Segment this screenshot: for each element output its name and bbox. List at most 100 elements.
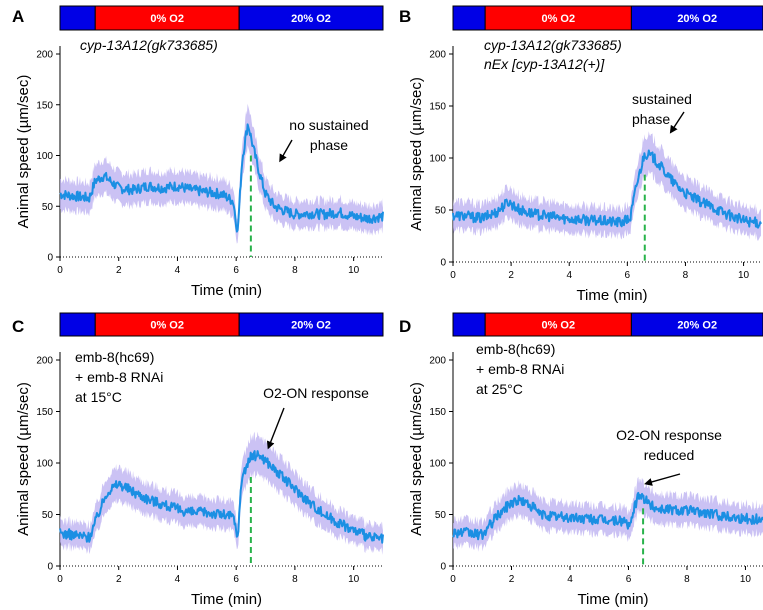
error-band xyxy=(60,431,383,555)
x-tick-label: 0 xyxy=(450,270,456,281)
y-tick-label: 100 xyxy=(429,154,446,165)
y-tick-label: 200 xyxy=(36,356,53,367)
y-tick-label: 0 xyxy=(47,562,53,573)
callout-text: O2-ON response xyxy=(263,385,369,401)
genotype-annotation: at 25°C xyxy=(476,381,523,397)
callout-text: sustained xyxy=(632,91,692,107)
y-tick-label: 200 xyxy=(36,50,53,61)
x-tick-label: 2 xyxy=(508,270,514,281)
x-axis-title: Time (min) xyxy=(577,591,648,608)
speed-trace xyxy=(452,149,762,229)
callout-text: no sustained xyxy=(289,117,368,133)
genotype-annotation: emb-8(hc69) xyxy=(476,341,555,357)
y-tick-label: 150 xyxy=(429,407,446,418)
x-tick-label: 6 xyxy=(625,270,631,281)
error-band xyxy=(453,476,763,552)
genotype-annotation: at 15°C xyxy=(75,389,122,405)
callout-arrow xyxy=(266,407,285,450)
x-tick-label: 6 xyxy=(626,574,632,585)
x-tick-label: 8 xyxy=(684,574,690,585)
panel-letter: B xyxy=(399,7,411,26)
condition-label: 0% O2 xyxy=(541,13,575,25)
x-tick-label: 6 xyxy=(233,265,239,276)
condition-label: 20% O2 xyxy=(677,13,717,25)
condition-segment xyxy=(238,312,384,337)
condition-segment xyxy=(452,5,486,31)
x-tick-label: 4 xyxy=(566,270,572,281)
x-tick-label: 4 xyxy=(175,574,181,585)
condition-segment xyxy=(630,5,763,31)
callout-arrow xyxy=(279,139,293,163)
panel-A: A 0% O2 20% O2 0 50 100 150 200 0 2 4 6 8 10 Time (min… xyxy=(12,5,384,299)
callout-text: phase xyxy=(632,111,670,127)
x-axis-title: Time (min) xyxy=(576,287,647,304)
speed-trace xyxy=(59,450,384,544)
y-tick-label: 0 xyxy=(440,258,446,269)
error-band xyxy=(60,103,383,244)
y-tick-label: 50 xyxy=(435,510,447,521)
panel-D: D 0% O2 20% O2 0 50 100 150 200 0 2 4 6 8 10 Time (min… xyxy=(399,312,763,608)
x-tick-label: 2 xyxy=(116,265,122,276)
condition-label: 20% O2 xyxy=(291,13,331,25)
condition-label: 0% O2 xyxy=(541,320,575,332)
speed-trace xyxy=(452,491,763,541)
y-axis-title: Animal speed (µm/sec) xyxy=(408,382,425,536)
panel-letter: A xyxy=(12,7,24,26)
y-tick-label: 0 xyxy=(440,562,446,573)
x-axis-title: Time (min) xyxy=(191,591,262,608)
condition-label: 0% O2 xyxy=(150,13,184,25)
genotype-annotation: + emb-8 RNAi xyxy=(476,361,564,377)
y-tick-label: 50 xyxy=(42,510,54,521)
genotype-annotation: cyp-13A12(gk733685) xyxy=(484,37,622,53)
genotype-annotation: emb-8(hc69) xyxy=(75,349,154,365)
x-tick-label: 8 xyxy=(292,265,298,276)
y-tick-label: 150 xyxy=(429,102,446,113)
x-tick-label: 10 xyxy=(738,270,750,281)
condition-segment xyxy=(630,312,763,337)
callout-arrow xyxy=(669,111,685,134)
x-tick-label: 10 xyxy=(740,574,752,585)
x-tick-label: 2 xyxy=(509,574,515,585)
condition-segment xyxy=(94,5,240,31)
condition-segment xyxy=(452,312,486,337)
x-tick-label: 0 xyxy=(450,574,456,585)
y-tick-label: 200 xyxy=(429,50,446,61)
x-tick-label: 2 xyxy=(116,574,122,585)
condition-label: 0% O2 xyxy=(150,320,184,332)
panel-B: B 0% O2 20% O2 0 50 100 150 200 0 2 4 6 8 10 Time (min… xyxy=(399,5,763,304)
panel-C: C 0% O2 20% O2 0 50 100 150 200 0 2 4 6 8 10 Time (min… xyxy=(12,312,384,608)
y-tick-label: 50 xyxy=(42,202,54,213)
x-tick-label: 4 xyxy=(567,574,573,585)
callout-text: O2-ON response xyxy=(616,427,722,443)
y-tick-label: 100 xyxy=(36,459,53,470)
y-tick-label: 50 xyxy=(435,206,447,217)
condition-label: 20% O2 xyxy=(677,320,717,332)
condition-label: 20% O2 xyxy=(291,320,331,332)
y-tick-label: 150 xyxy=(36,100,53,111)
x-tick-label: 6 xyxy=(233,574,239,585)
callout-text: phase xyxy=(310,137,348,153)
y-axis-title: Animal speed (µm/sec) xyxy=(408,77,425,231)
condition-segment xyxy=(59,312,96,337)
genotype-annotation: + emb-8 RNAi xyxy=(75,369,163,385)
x-tick-label: 4 xyxy=(175,265,181,276)
x-tick-label: 10 xyxy=(348,574,360,585)
y-tick-label: 150 xyxy=(36,407,53,418)
genotype-annotation: cyp-13A12(gk733685) xyxy=(80,37,218,53)
panel-letter: D xyxy=(399,317,411,336)
y-tick-label: 0 xyxy=(47,253,53,264)
x-axis-title: Time (min) xyxy=(191,282,262,299)
y-axis-title: Animal speed (µm/sec) xyxy=(15,75,32,229)
x-tick-label: 0 xyxy=(57,574,63,585)
callout-arrow xyxy=(644,473,681,486)
genotype-annotation: nEx [cyp-13A12(+)] xyxy=(484,56,605,72)
y-tick-label: 100 xyxy=(429,459,446,470)
y-tick-label: 200 xyxy=(429,356,446,367)
y-tick-label: 100 xyxy=(36,151,53,162)
callout-text: reduced xyxy=(644,447,695,463)
condition-segment xyxy=(59,5,96,31)
speed-trace xyxy=(59,123,384,233)
x-tick-label: 8 xyxy=(683,270,689,281)
panel-letter: C xyxy=(12,317,24,336)
